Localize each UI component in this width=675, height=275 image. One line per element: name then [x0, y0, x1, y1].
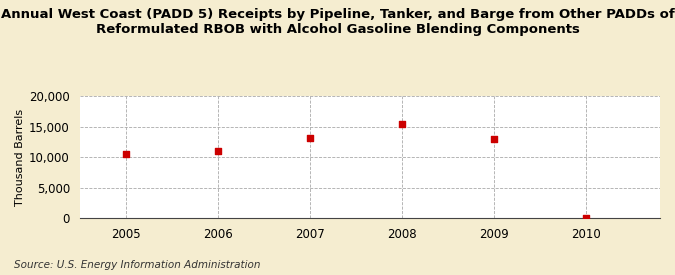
- Text: Annual West Coast (PADD 5) Receipts by Pipeline, Tanker, and Barge from Other PA: Annual West Coast (PADD 5) Receipts by P…: [1, 8, 674, 36]
- Point: [397, 122, 408, 126]
- Y-axis label: Thousand Barrels: Thousand Barrels: [15, 108, 25, 206]
- Point: [120, 152, 131, 156]
- Point: [304, 136, 315, 141]
- Point: [581, 216, 592, 220]
- Point: [213, 149, 223, 153]
- Text: Source: U.S. Energy Information Administration: Source: U.S. Energy Information Administ…: [14, 260, 260, 270]
- Point: [489, 137, 500, 141]
